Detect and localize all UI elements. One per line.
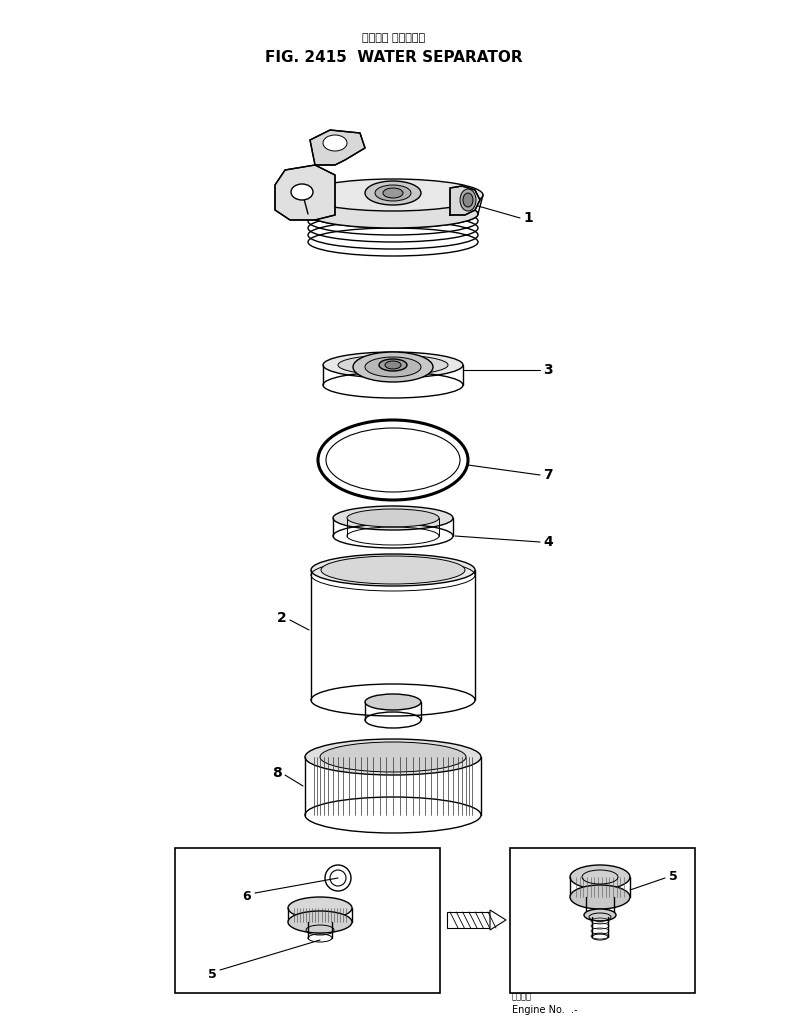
- Text: 2: 2: [277, 611, 287, 625]
- Ellipse shape: [323, 135, 347, 151]
- Ellipse shape: [365, 694, 421, 710]
- Ellipse shape: [347, 509, 439, 527]
- Text: 7: 7: [543, 468, 552, 482]
- Ellipse shape: [570, 885, 630, 909]
- Polygon shape: [275, 165, 335, 220]
- Ellipse shape: [320, 742, 466, 772]
- Text: 3: 3: [543, 363, 552, 377]
- Ellipse shape: [365, 357, 421, 377]
- Polygon shape: [310, 130, 365, 165]
- Bar: [447, 911, 490, 928]
- Ellipse shape: [385, 361, 401, 369]
- Ellipse shape: [584, 909, 616, 921]
- Ellipse shape: [305, 739, 481, 775]
- Text: ウォータ セパレータ: ウォータ セパレータ: [362, 33, 425, 43]
- Ellipse shape: [365, 181, 421, 205]
- Bar: [510, 848, 695, 993]
- Ellipse shape: [308, 201, 478, 228]
- Ellipse shape: [311, 554, 475, 586]
- Polygon shape: [450, 186, 480, 215]
- Ellipse shape: [375, 185, 411, 201]
- Ellipse shape: [463, 193, 473, 207]
- Text: Engine No.  .-: Engine No. .-: [512, 1005, 578, 1015]
- Ellipse shape: [330, 870, 346, 886]
- Ellipse shape: [323, 352, 463, 379]
- Text: 1: 1: [523, 211, 533, 225]
- Ellipse shape: [288, 897, 352, 919]
- Ellipse shape: [460, 189, 476, 211]
- Text: FIG. 2415  WATER SEPARATOR: FIG. 2415 WATER SEPARATOR: [264, 50, 523, 65]
- Ellipse shape: [291, 184, 313, 201]
- Bar: [175, 848, 440, 993]
- Text: 6: 6: [242, 890, 251, 902]
- Ellipse shape: [321, 555, 465, 584]
- Ellipse shape: [338, 355, 448, 375]
- Ellipse shape: [353, 352, 433, 382]
- Ellipse shape: [333, 506, 453, 530]
- Ellipse shape: [379, 359, 407, 371]
- Ellipse shape: [326, 428, 460, 492]
- Ellipse shape: [383, 188, 403, 198]
- Polygon shape: [490, 910, 506, 930]
- Text: 5: 5: [669, 870, 678, 883]
- Ellipse shape: [303, 179, 483, 211]
- Text: 8: 8: [272, 766, 282, 780]
- Ellipse shape: [288, 911, 352, 933]
- Text: 4: 4: [543, 535, 553, 549]
- Ellipse shape: [570, 865, 630, 889]
- Text: 5: 5: [208, 968, 216, 980]
- Ellipse shape: [325, 865, 351, 891]
- Text: 適用車種: 適用車種: [512, 992, 532, 1002]
